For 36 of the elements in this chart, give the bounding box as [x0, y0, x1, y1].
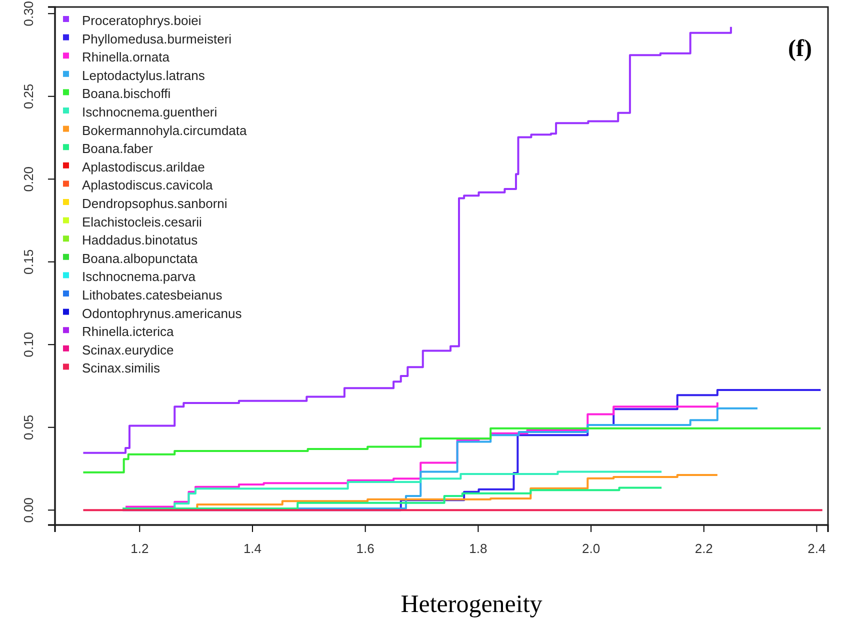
x-tick-label: 2.4 — [808, 541, 826, 556]
x-axis-title: Heterogeneity — [400, 591, 543, 618]
legend-label: Boana.albopunctata — [82, 250, 198, 266]
x-tick-label: 1.8 — [469, 541, 488, 556]
legend-label: Ischnocnema.parva — [82, 269, 196, 284]
legend-label: Boana.faber — [82, 141, 154, 156]
legend-label: Proceratophrys.boiei — [82, 13, 202, 28]
legend-label: Aplastodiscus.cavicola — [82, 178, 214, 193]
legend-label: Aplastodiscus.arildae — [82, 159, 205, 174]
legend-label: Scinax.eurydice — [82, 342, 174, 358]
y-tick-label: 0.20 — [21, 166, 36, 192]
legend-label: Rhinella.icterica — [82, 324, 175, 340]
legend-label: Scinax.similis — [82, 360, 161, 376]
legend-label: Rhinella.ornata — [82, 50, 170, 65]
y-tick-label: 0.25 — [21, 84, 36, 110]
legend-label: Phyllomedusa.burmeisteri — [82, 31, 232, 46]
y-tick-label: 0.30 — [21, 0, 36, 26]
legend-label: Odontophrynus.americanus — [82, 306, 242, 321]
legend-label: Boana.bischoffi — [82, 86, 171, 102]
y-tick-label: 0.00 — [21, 497, 36, 523]
y-tick-label: 0.05 — [21, 414, 36, 440]
legend-label: Haddadus.binotatus — [82, 232, 198, 248]
y-tick-label: 0.10 — [21, 332, 36, 358]
legend-label: Leptodactylus.latrans — [82, 68, 206, 83]
annotation: (f) — [788, 36, 812, 62]
y-tick-label: 0.15 — [21, 249, 36, 275]
x-tick-label: 1.6 — [356, 541, 374, 556]
legend-label: Ischnocnema.guentheri — [82, 104, 218, 120]
x-tick-label: 1.2 — [130, 541, 149, 556]
x-tick-label: 2.2 — [694, 541, 713, 556]
legend-label: Elachistocleis.cesarii — [82, 214, 202, 230]
x-tick-label: 2.0 — [582, 541, 600, 556]
legend-label: Dendropsophus.sanborni — [82, 196, 228, 211]
x-tick-label: 1.4 — [243, 541, 262, 556]
legend-label: Bokermannohyla.circumdata — [82, 122, 248, 138]
legend-label: Lithobates.catesbeianus — [82, 288, 223, 302]
